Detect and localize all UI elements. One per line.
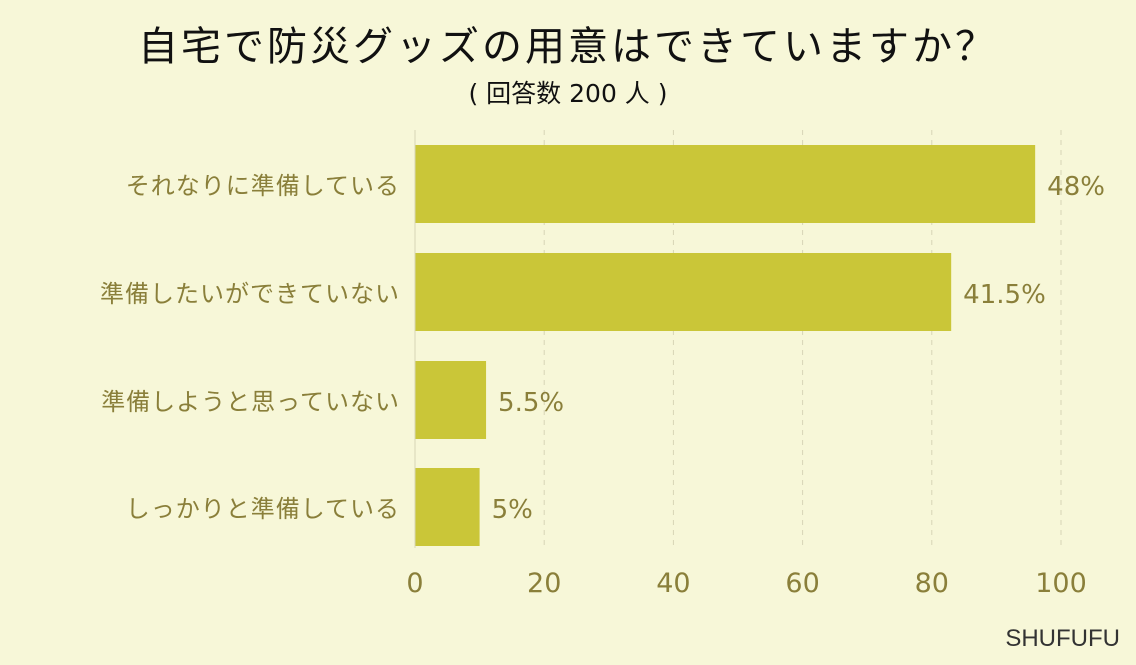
x-tick-label-80: 80 (915, 568, 949, 599)
category-label-3: しっかりと準備している (126, 495, 400, 523)
chart-title: 自宅で防災グッズの用意はできていますか？ (138, 24, 998, 70)
bar-3 (415, 468, 480, 546)
x-tick-label-20: 20 (527, 568, 561, 599)
bar-2 (415, 361, 487, 439)
x-tick-label-60: 60 (785, 568, 819, 599)
bar-1 (415, 253, 952, 331)
x-tick-label-100: 100 (1035, 568, 1087, 599)
category-label-1: 準備したいができていない (100, 280, 400, 308)
bar-0 (415, 145, 1036, 223)
category-label-2: 準備しようと思っていない (101, 388, 400, 416)
chart-subtitle: ( 回答数 200 人 ) (468, 79, 668, 108)
x-tick-label-40: 40 (656, 568, 690, 599)
data-label-2: 5.5% (498, 388, 564, 418)
x-tick-label-0: 0 (406, 568, 423, 599)
data-label-0: 48% (1047, 172, 1105, 202)
brand-logo-text: SHUFUFU (1005, 625, 1120, 652)
data-label-1: 41.5% (963, 280, 1046, 310)
data-label-3: 5% (492, 495, 533, 525)
category-label-0: それなりに準備している (126, 172, 400, 200)
